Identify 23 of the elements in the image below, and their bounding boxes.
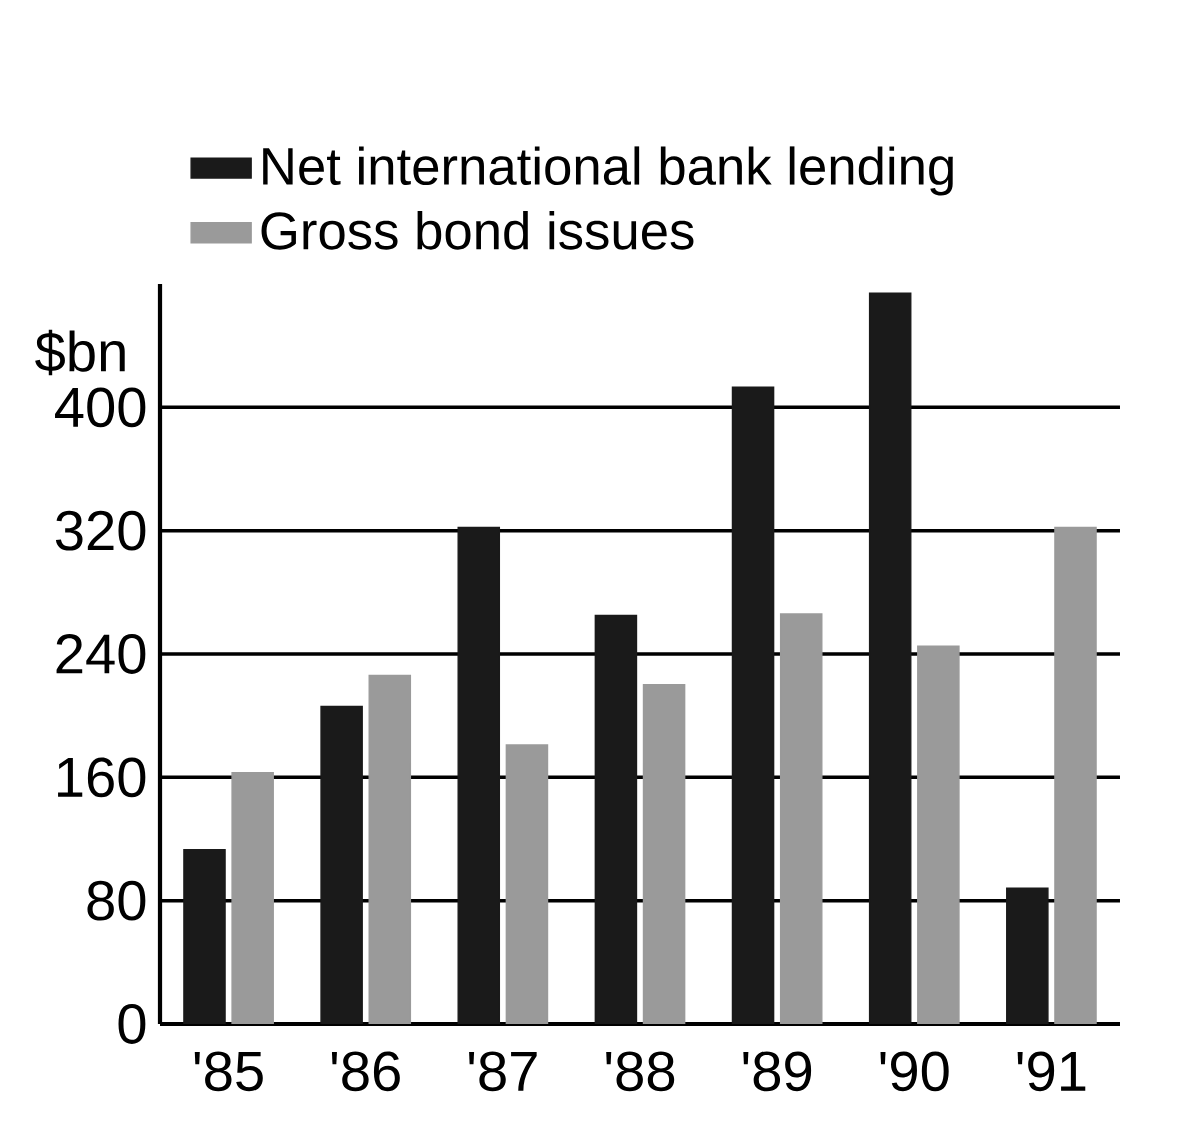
bar [505,744,549,1024]
x-tick-label: '87 [469,1051,537,1092]
y-tick-label: 240 [56,634,146,674]
bar [368,674,412,1024]
y-tick-label: 400 [55,387,146,428]
bar [779,613,823,1024]
x-tick-label: '88 [606,1051,675,1092]
legend-label: Gross bond issues [261,210,694,250]
x-tick-label: '85 [194,1051,263,1092]
y-axis-title: $bn [35,329,125,376]
bar [917,645,960,1024]
y-tick-label: 80 [87,880,146,921]
x-tick-label: '91 [1017,1051,1086,1092]
y-tick-label: 160 [58,757,146,798]
x-tick-label: '86 [331,1051,400,1092]
x-tick-label: '90 [880,1051,949,1092]
legend-label: Net international bank lending [263,146,953,196]
y-tick-label: 320 [55,510,146,551]
x-tick-label: '89 [743,1051,812,1092]
bar [1054,526,1097,1024]
bar [231,771,274,1024]
bar [642,684,686,1024]
y-tick-label: 0 [118,1004,146,1044]
